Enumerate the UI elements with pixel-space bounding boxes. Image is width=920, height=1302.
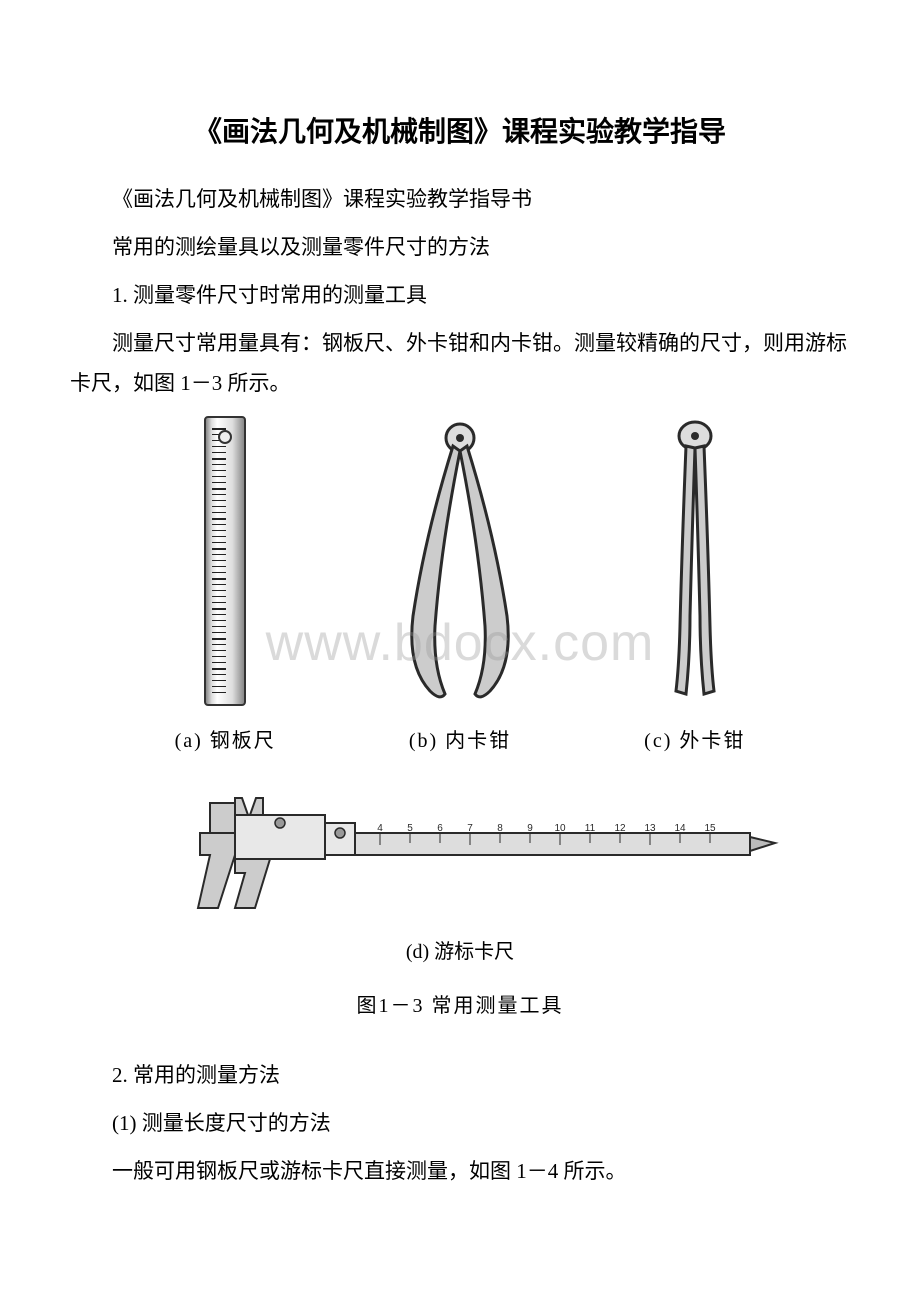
tool-outside-caliper: (c) 外卡钳 bbox=[644, 416, 745, 753]
outside-caliper-icon bbox=[660, 416, 730, 706]
tool-inside-caliper: (b) 内卡钳 bbox=[385, 416, 535, 753]
figure-caption: 图1－3 常用测量工具 bbox=[120, 989, 800, 1018]
label-a: (a) 钢板尺 bbox=[175, 724, 276, 753]
svg-text:5: 5 bbox=[407, 823, 413, 834]
paragraph-body-2: 一般可用钢板尺或游标卡尺直接测量，如图 1－4 所示。 bbox=[70, 1152, 850, 1192]
svg-text:10: 10 bbox=[554, 823, 566, 834]
paragraph-body-1: 测量尺寸常用量具有：钢板尺、外卡钳和内卡钳。测量较精确的尺寸，则用游标卡尺，如图… bbox=[70, 324, 850, 404]
page-title: 《画法几何及机械制图》课程实验教学指导 bbox=[70, 110, 850, 150]
label-d: (d) 游标卡尺 bbox=[120, 935, 800, 964]
section-2: 2. 常用的测量方法 (1) 测量长度尺寸的方法 一般可用钢板尺或游标卡尺直接测… bbox=[70, 1056, 850, 1192]
svg-text:4: 4 bbox=[377, 823, 383, 834]
steel-ruler-icon bbox=[204, 416, 246, 706]
vernier-caliper-icon: 012 345 678 91011 121314 15 bbox=[140, 793, 780, 923]
vernier-caliper-row: 012 345 678 91011 121314 15 (d) 游标卡尺 bbox=[120, 793, 800, 964]
paragraph-section-2: 2. 常用的测量方法 bbox=[70, 1056, 850, 1096]
label-c: (c) 外卡钳 bbox=[644, 724, 745, 753]
svg-text:15: 15 bbox=[704, 823, 716, 834]
svg-text:6: 6 bbox=[437, 823, 443, 834]
label-b: (b) 内卡钳 bbox=[409, 724, 511, 753]
svg-text:13: 13 bbox=[644, 823, 656, 834]
svg-text:7: 7 bbox=[467, 823, 473, 834]
svg-text:9: 9 bbox=[527, 823, 533, 834]
svg-text:14: 14 bbox=[674, 823, 686, 834]
tools-row: (a) 钢板尺 (b) 内卡钳 (c) 外卡钳 bbox=[120, 433, 800, 753]
figure-1-3: www.bdocx.com (a) 钢板尺 (b) 内卡钳 (c) 外卡钳 bbox=[120, 433, 800, 1018]
paragraph-topic: 常用的测绘量具以及测量零件尺寸的方法 bbox=[70, 228, 850, 268]
paragraph-sub-1: (1) 测量长度尺寸的方法 bbox=[70, 1104, 850, 1144]
inside-caliper-icon bbox=[385, 416, 535, 706]
paragraph-section-1: 1. 测量零件尺寸时常用的测量工具 bbox=[70, 276, 850, 316]
paragraph-subtitle: 《画法几何及机械制图》课程实验教学指导书 bbox=[70, 180, 850, 220]
svg-text:11: 11 bbox=[585, 823, 596, 834]
svg-text:12: 12 bbox=[614, 823, 626, 834]
tool-steel-ruler: (a) 钢板尺 bbox=[175, 416, 276, 753]
svg-text:8: 8 bbox=[497, 823, 503, 834]
